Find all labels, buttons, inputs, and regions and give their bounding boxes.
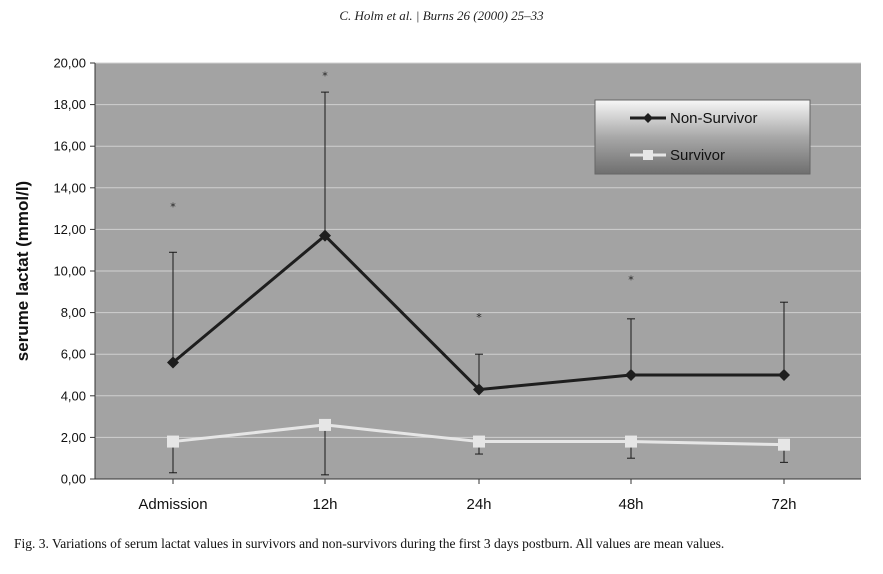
data-point-non-survivor xyxy=(319,229,331,242)
legend-label-survivor: Survivor xyxy=(670,147,725,164)
y-tick-label: 16,00 xyxy=(53,139,86,154)
running-header: C. Holm et al. | Burns 26 (2000) 25–33 xyxy=(339,8,544,23)
data-point-survivor xyxy=(473,435,485,448)
legend-marker-non-survivor xyxy=(643,113,653,123)
legend-label-non-survivor: Non-Survivor xyxy=(670,110,758,127)
legend: Non-Survivor Survivor xyxy=(594,99,811,175)
y-tick-label: 20,00 xyxy=(53,56,86,71)
y-tick-label: 6,00 xyxy=(61,347,86,362)
significance-star: * xyxy=(476,311,482,324)
data-point-non-survivor xyxy=(473,383,485,396)
legend-box xyxy=(594,99,811,175)
data-point-survivor xyxy=(319,418,331,431)
data-point-non-survivor xyxy=(625,369,637,381)
y-tick-label: 12,00 xyxy=(53,222,86,237)
y-tick-label: 10,00 xyxy=(53,264,86,279)
x-tick-label: Admission xyxy=(138,496,207,513)
y-tick-label: 0,00 xyxy=(61,472,86,487)
data-point-survivor xyxy=(167,435,179,448)
significance-star: * xyxy=(322,69,328,82)
significance-star: * xyxy=(628,273,634,286)
y-axis: 0,00 2,00 4,00 6,00 8,00 10,00 12,00 14,00 16,00… xyxy=(53,56,96,487)
x-tick-label: 12h xyxy=(312,496,337,513)
significance-marks: * * * * xyxy=(170,69,634,323)
data-point-non-survivor xyxy=(778,369,790,381)
y-tick-label: 14,00 xyxy=(53,180,86,195)
significance-star: * xyxy=(170,201,176,214)
y-tick-label: 2,00 xyxy=(61,430,86,445)
y-tick-label: 18,00 xyxy=(53,97,86,112)
x-tick-label: 72h xyxy=(771,496,796,513)
data-point-survivor xyxy=(625,435,637,448)
x-tick-label: 24h xyxy=(466,496,491,513)
figure-caption: Fig. 3. Variations of serum lactat value… xyxy=(14,536,725,551)
data-point-survivor xyxy=(778,438,790,451)
y-axis-label: serume lactat (mmol/l) xyxy=(13,181,32,361)
y-tick-label: 4,00 xyxy=(61,388,86,403)
x-axis: Admission 12h 24h 48h 72h xyxy=(95,478,861,513)
y-tick-label: 8,00 xyxy=(61,305,86,320)
series-lines xyxy=(167,229,790,451)
x-tick-label: 48h xyxy=(618,496,643,513)
data-point-non-survivor xyxy=(167,356,179,369)
legend-marker-survivor xyxy=(643,150,653,160)
